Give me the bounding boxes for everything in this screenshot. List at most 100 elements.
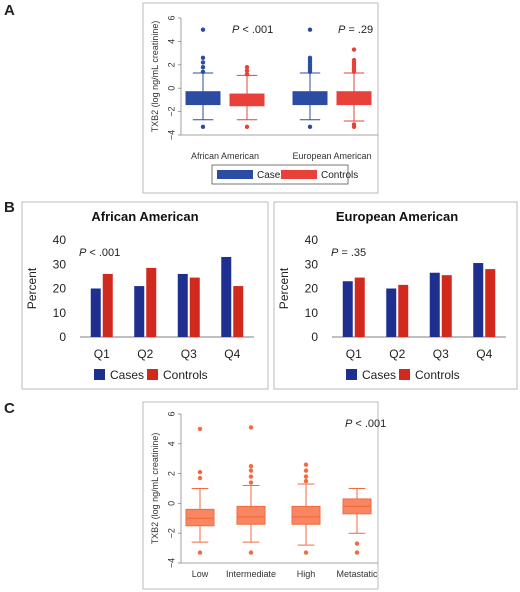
panel-c-box-intermediate-box [236, 505, 266, 525]
panel-c-box-intermediate-outlier [248, 474, 254, 479]
panel-b2-bar-cases-q3 [429, 272, 440, 337]
panel-b2-bar-controls-q2 [398, 284, 409, 337]
panel-a-cases-box1-outlier [200, 124, 206, 130]
panel-b1-legend-label-controls: Controls [163, 368, 208, 382]
panel-c-box-low-box [185, 508, 215, 527]
panel-b1-legend-label-cases: Cases [110, 368, 144, 382]
panel-b1-y-tick-label: 40 [53, 233, 67, 247]
panel-b2-y-axis-label: Percent [277, 267, 291, 309]
panel-label-c: C [4, 400, 15, 417]
panel-a-controls-box2-outlier [351, 57, 357, 63]
panel-a-legend-frame [211, 164, 349, 185]
panel-b1-x-tick-label: Q3 [181, 347, 197, 361]
panel-b2-y-tick-label: 20 [305, 282, 319, 296]
panel-b1-x-tick-label: Q1 [94, 347, 110, 361]
panel-a-pvalue: P < .001 [232, 24, 273, 36]
panel-b2-bar-controls-q4 [485, 269, 496, 337]
panel-c-x-tick-label: Intermediate [226, 569, 276, 579]
panel-a-cases-box2-outlier [307, 124, 313, 130]
panel-c-box-intermediate-outlier [248, 463, 254, 469]
panel-c-box-intermediate-outlier [248, 550, 254, 555]
panel-c-x-tick-label: High [297, 569, 316, 579]
panel-a-x-tick-label: European American [292, 151, 371, 161]
panel-b1-x-tick-label: Q4 [224, 347, 240, 361]
panel-c-box-high-outlier [303, 474, 309, 479]
panel-a-y-tick-label: 6 [166, 15, 176, 20]
panel-b2-bar-cases-q2 [386, 288, 397, 337]
panel-b2-legend-label-controls: Controls [415, 368, 460, 382]
panel-b1-bar-cases-q3 [177, 273, 188, 337]
panel-b1-bar-cases-q4 [221, 256, 232, 337]
panel-c-box-high-outlier [303, 478, 309, 484]
panel-a-controls-box2-outlier [351, 47, 357, 52]
panel-b1-frame [21, 201, 269, 390]
panel-a-frame [142, 2, 379, 194]
panel-c-y-tick-label: −4 [166, 558, 176, 568]
panel-a-legend-swatch-controls [281, 170, 317, 179]
panel-a-cases-box1-outlier [200, 27, 206, 32]
panel-b1-y-tick-label: 30 [53, 257, 67, 271]
panel-b2-x-tick-label: Q4 [476, 347, 492, 361]
panel-c-box-metastatic-outlier [354, 550, 360, 555]
panel-b1-bar-controls-q4 [233, 286, 244, 337]
panel-b2-legend-swatch-controls [399, 369, 410, 380]
panel-a-x-tick-label: African American [191, 151, 259, 161]
panel-a-y-tick-label: −2 [166, 106, 176, 116]
panel-c-box-high-outlier [303, 468, 309, 473]
panel-a-cases-box2-outlier [307, 55, 313, 60]
panel-c-pvalue: P < .001 [345, 418, 386, 430]
panel-a-y-tick-label: 0 [166, 86, 176, 91]
panel-c-y-tick-label: 2 [166, 471, 176, 476]
panel-a-controls-box1-outlier [244, 64, 250, 70]
panel-a-cases-box1-outlier [200, 69, 206, 75]
panel-b2-bar-controls-q1 [354, 277, 365, 337]
panel-c-box-intermediate-outlier [248, 468, 254, 473]
panel-b2-legend-swatch-cases [346, 369, 357, 380]
panel-a-legend-label-cases: Cases [257, 170, 285, 181]
panel-a-y-axis-label: TXB2 (log ng/mL creatinine) [150, 21, 160, 133]
panel-c-box-high-box [291, 505, 321, 525]
panel-b1-legend-swatch-controls [147, 369, 158, 380]
panel-b2-bar-cases-q4 [473, 263, 484, 337]
panel-b1-y-axis-label: Percent [25, 267, 39, 309]
panel-b2-x-tick-label: Q1 [346, 347, 362, 361]
panel-b1-bar-cases-q2 [134, 286, 145, 337]
panel-b2-y-tick-label: 10 [305, 306, 319, 320]
panel-label-a: A [4, 2, 15, 19]
panel-b2-y-tick-label: 40 [305, 233, 319, 247]
panel-b2-title: European American [336, 209, 458, 224]
panel-a-controls-box1-outlier [244, 68, 250, 73]
panel-a-controls-box1-outlier [244, 71, 250, 77]
panel-b1-bar-controls-q2 [146, 267, 157, 337]
panel-c-y-tick-label: −2 [166, 528, 176, 538]
panel-a-legend-swatch-cases [217, 170, 253, 179]
panel-c-box-low-outlier [197, 550, 203, 555]
panel-b2-bar-cases-q1 [342, 281, 353, 337]
panel-c-box-intermediate-outlier [248, 480, 254, 485]
panel-a-y-tick-label: 4 [166, 39, 176, 44]
panel-b1-y-tick-label: 0 [59, 330, 66, 344]
panel-c-box-metastatic-outlier [354, 541, 360, 546]
panel-c-y-tick-label: 0 [166, 501, 176, 506]
panel-a-controls-box1-outlier [244, 124, 250, 130]
panel-a-controls-box2-outlier [351, 122, 357, 127]
panel-a-pvalue: P = .29 [338, 24, 373, 36]
panel-c-box-low-outlier [197, 475, 203, 481]
panel-b1-y-tick-label: 20 [53, 282, 67, 296]
panel-b1-y-tick-label: 10 [53, 306, 67, 320]
panel-b1-bar-controls-q3 [189, 277, 200, 337]
panel-b2-legend-label-cases: Cases [362, 368, 396, 382]
panel-c-box-intermediate-outlier [248, 425, 254, 430]
panel-c-box-low-outlier [197, 426, 203, 432]
panel-b2-y-tick-label: 30 [305, 257, 319, 271]
panel-c-y-axis-label: TXB2 (log ng/mL creatinine) [150, 433, 160, 545]
panel-label-b: B [4, 199, 15, 216]
panel-a-cases-box1-outlier [200, 55, 206, 60]
panel-c-y-tick-label: 4 [166, 441, 176, 446]
panel-b1-title: African American [91, 209, 198, 224]
panel-c-y-tick-label: 6 [166, 411, 176, 416]
panel-b1-pvalue: P < .001 [79, 247, 120, 259]
panel-b1-bar-cases-q1 [90, 288, 101, 337]
panel-c-box-high-outlier [303, 550, 309, 555]
